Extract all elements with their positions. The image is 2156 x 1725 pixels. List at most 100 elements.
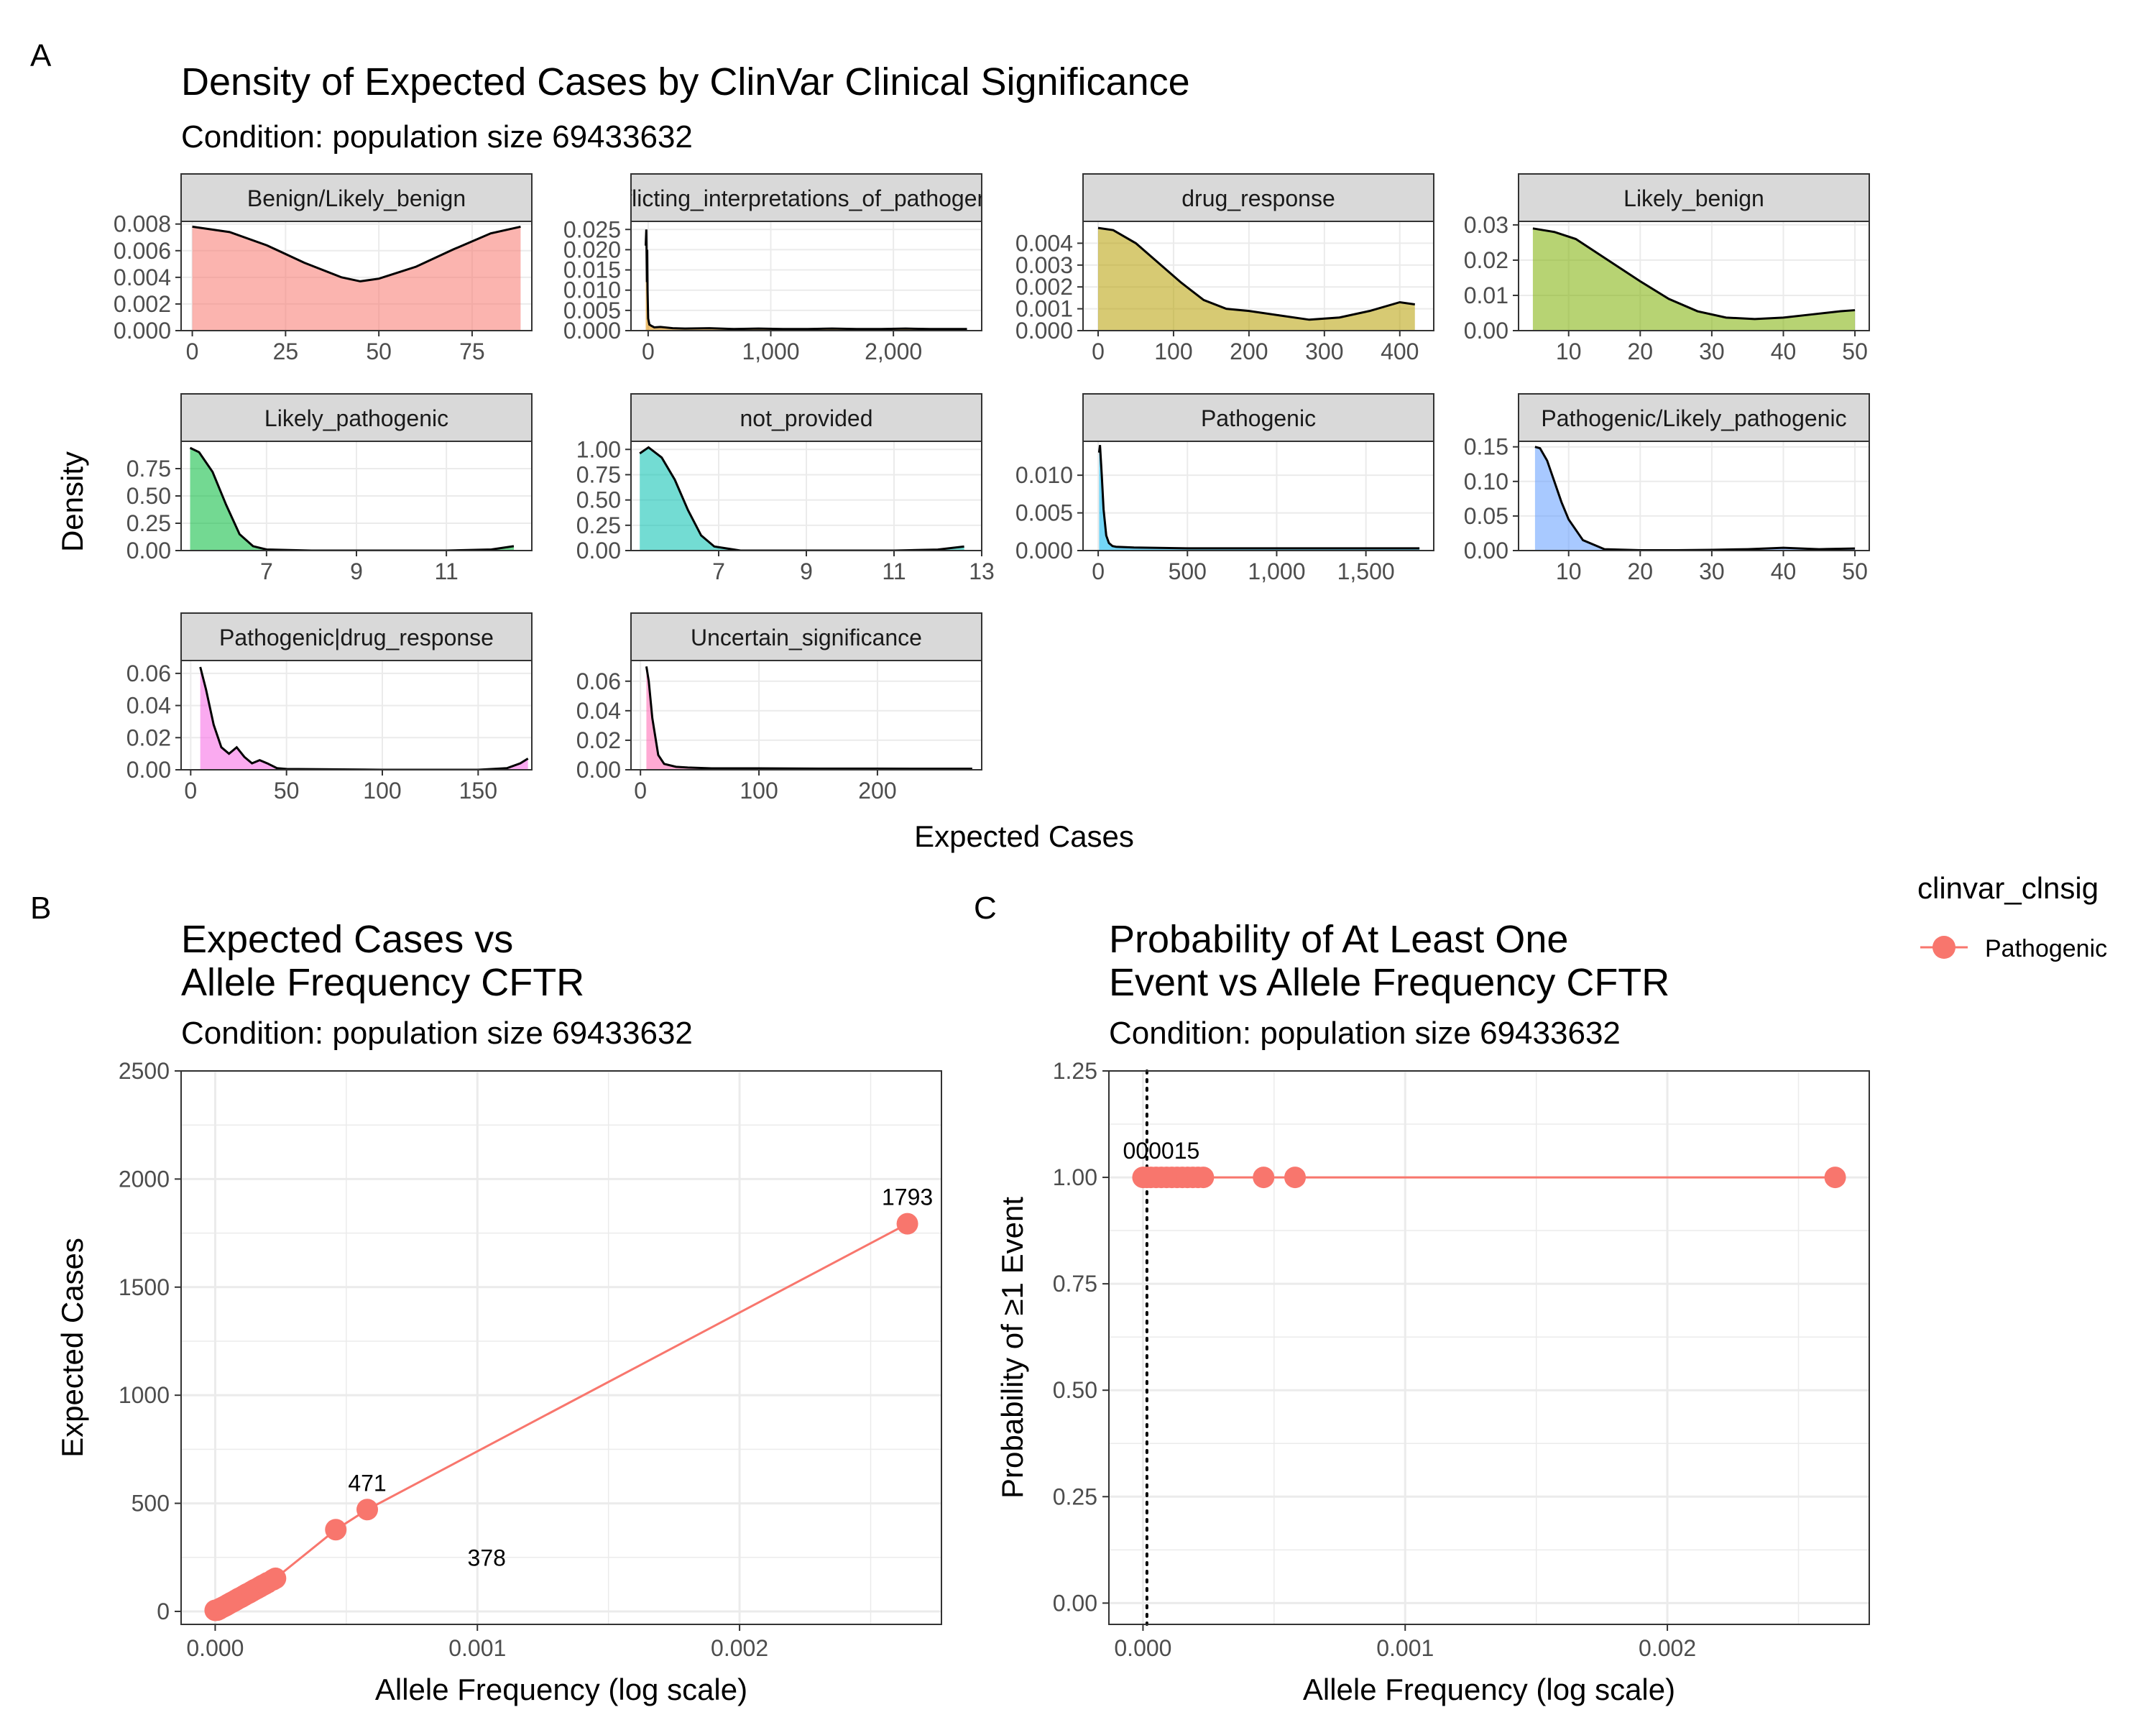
panel-c-x-tick-label: 0.002 (1639, 1635, 1696, 1661)
facet-y-tick-label: 0.50 (126, 483, 171, 509)
density-area (200, 666, 528, 770)
facet-border (630, 221, 982, 331)
panel-c-scatter-plot: 000015 0.000 0.001 0.002 0.00 0.25 0.50 0.75 1.0… (995, 1058, 1870, 1706)
facet-x-tick-label: 1,500 (1337, 558, 1395, 584)
panel-b-tag: B (30, 891, 51, 926)
panel-b-y-axis-title: Expected Cases (55, 1238, 89, 1458)
facet-x-tick-label: 40 (1771, 339, 1797, 364)
panel-c-data-label: 000015 (1123, 1138, 1200, 1164)
facet-strip (630, 173, 982, 222)
facet-y-tick-label: 0.010 (1015, 462, 1073, 488)
facet-x-tick-label: 9 (350, 558, 363, 584)
panel-c-y-tick-label: 0.75 (1053, 1271, 1097, 1297)
panel-c-x-tick-label: 0.000 (1114, 1635, 1171, 1661)
density-line (1097, 226, 1415, 321)
facet-border (630, 660, 982, 770)
facet-y-tick-label: 0.008 (114, 211, 171, 237)
panel-b-data-label: 1793 (882, 1184, 933, 1210)
facet-y-tick-label: 0.015 (563, 257, 621, 283)
facet-strip-label: Likely_benign (1623, 185, 1764, 211)
facet-panel: Pathogenic/Likely_pathogenic 10 20 30 40 50 0.… (1464, 393, 1870, 584)
legend-item-label: Pathogenic (1985, 935, 2107, 962)
panel-b-data-label: 471 (348, 1470, 386, 1496)
panel-c-data-point (1253, 1167, 1275, 1189)
density-line (189, 446, 515, 551)
facet-strip (1082, 393, 1434, 442)
panel-c-y-axis-title: Probability of ≥1 Event (995, 1197, 1029, 1499)
density-area (192, 226, 521, 331)
facet-y-tick-label: 0.00 (126, 538, 171, 564)
panel-c-header: C Probability of At Least One Event vs A… (974, 891, 1669, 1051)
panel-a-subtitle: Condition: population size 69433632 (181, 119, 693, 155)
facet-x-tick-label: 300 (1305, 339, 1343, 364)
facet-x-tick-label: 400 (1381, 339, 1419, 364)
facet-x-tick-label: 0 (186, 339, 199, 364)
density-area (190, 448, 514, 551)
facet-y-tick-label: 0.000 (114, 318, 171, 344)
facet-y-tick-label: 0.15 (1464, 434, 1508, 460)
panel-c-x-axis-title: Allele Frequency (log scale) (1303, 1673, 1675, 1706)
facet-x-tick-label: 100 (363, 778, 401, 804)
facet-y-tick-label: 0.05 (1464, 503, 1508, 529)
panel-b-data-point (356, 1499, 379, 1521)
facet-border (1082, 441, 1434, 551)
facet-x-tick-label: 200 (1230, 339, 1268, 364)
facet-x-tick-label: 11 (435, 558, 459, 584)
facet-y-tick-label: 0.04 (576, 698, 621, 724)
panel-b-scatter-plot: 1793 471 378 0.000 0.001 0.002 0 500 1000 1500 200… (55, 1058, 942, 1706)
facet-y-tick-label: 0.25 (576, 512, 621, 538)
facet-y-tick-label: 0.005 (1015, 500, 1073, 526)
facet-x-tick-label: 100 (1154, 339, 1192, 364)
panel-b-data-point (325, 1519, 347, 1541)
facet-border (1082, 221, 1434, 331)
facet-y-tick-label: 0.00 (126, 757, 171, 783)
panel-b-plot-area (181, 1071, 941, 1624)
density-area (1097, 228, 1415, 331)
facet-x-tick-label: 500 (1169, 558, 1207, 584)
facet-strip (630, 393, 982, 442)
facet-y-tick-label: 0.025 (563, 216, 621, 242)
facet-x-tick-label: 100 (740, 778, 778, 804)
facet-y-tick-label: 0.01 (1464, 282, 1508, 308)
facet-y-tick-label: 0.02 (1464, 247, 1508, 273)
facet-border (1518, 441, 1870, 551)
facet-y-tick-label: 0.10 (1464, 469, 1508, 494)
facet-x-tick-label: 1,000 (742, 339, 799, 364)
facet-x-tick-label: 75 (459, 339, 485, 364)
facet-panel: Likely_pathogenic 7 9 11 0.000.250.500.75 (126, 393, 533, 584)
density-line (644, 229, 967, 331)
facet-y-tick-label: 0.06 (576, 668, 621, 694)
facet-y-tick-label: 0.000 (1015, 538, 1073, 564)
panel-a-ylabel: Density (55, 451, 89, 552)
density-area (640, 447, 964, 551)
facet-x-tick-label: 7 (712, 558, 725, 584)
facet-x-tick-label: 1,000 (1248, 558, 1305, 584)
facet-strip (1518, 173, 1870, 222)
panel-c-subtitle: Condition: population size 69433632 (1109, 1016, 1621, 1051)
facet-strip-label: Pathogenic/Likely_pathogenic (1541, 405, 1846, 431)
density-line (192, 225, 521, 282)
facet-strip-label: Conflicting_interpretations_of_pathogeni… (584, 185, 1030, 211)
facet-y-tick-label: 0.000 (563, 318, 621, 344)
panel-b-x-axis-title: Allele Frequency (log scale) (375, 1673, 747, 1706)
panel-b-header: B Expected Cases vs Allele Frequency CFT… (30, 891, 693, 1051)
facet-panel: Pathogenic|drug_response 0 50 100 150 0.00 0.0… (126, 612, 533, 804)
facet-y-tick-label: 1.00 (576, 436, 621, 462)
panel-a-header: A Density of Expected Cases by ClinVar C… (30, 38, 1190, 155)
facet-x-tick-label: 10 (1556, 339, 1582, 364)
panel-b-y-tick-label: 1000 (119, 1382, 170, 1408)
panel-c-title-line-2: Event vs Allele Frequency CFTR (1109, 961, 1669, 1004)
panel-c-data-point (1284, 1167, 1307, 1189)
facet-x-tick-label: 9 (800, 558, 813, 584)
panel-b-y-tick-label: 1500 (119, 1274, 170, 1300)
facet-y-tick-label: 0.02 (126, 724, 171, 750)
facet-y-tick-label: 0.020 (563, 236, 621, 262)
panel-b-data-point (896, 1213, 918, 1235)
panel-b-title-line-1: Expected Cases vs (181, 918, 513, 961)
density-line (645, 666, 972, 770)
facet-y-tick-label: 0.010 (563, 277, 621, 303)
facet-plot-area (631, 661, 982, 770)
facet-x-tick-label: 50 (1842, 558, 1868, 584)
facet-x-tick-label: 50 (1842, 339, 1868, 364)
